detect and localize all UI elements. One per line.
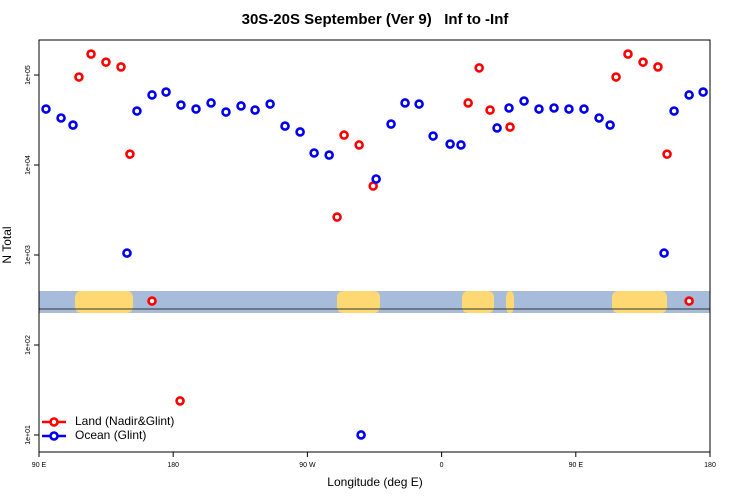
point (332, 212, 342, 222)
point (549, 103, 559, 113)
x-tick-label: 0 (440, 462, 444, 469)
point (221, 107, 231, 117)
map-land (462, 291, 494, 313)
x-tick-label: 90 E (569, 462, 584, 469)
x-axis-label: Longitude (deg E) (327, 475, 422, 489)
legend-marker (49, 417, 59, 427)
point (638, 57, 648, 67)
point (386, 119, 396, 129)
point (356, 430, 366, 440)
y-tick-label: 1e+01 (25, 425, 32, 445)
point (428, 131, 438, 141)
point (623, 49, 633, 59)
point (456, 140, 466, 150)
y-axis-label: N Total (0, 226, 14, 263)
point (463, 98, 473, 108)
point (125, 149, 135, 159)
point (191, 104, 201, 114)
point (250, 105, 260, 115)
y-tick-label: 1e+03 (25, 245, 32, 265)
y-tick-label: 1e+04 (25, 155, 32, 175)
point (309, 148, 319, 158)
point (653, 62, 663, 72)
point (445, 139, 455, 149)
point (147, 90, 157, 100)
point (414, 99, 424, 109)
x-tick-label: 180 (704, 462, 716, 469)
point (504, 103, 514, 113)
point (176, 100, 186, 110)
point (659, 248, 669, 258)
point (485, 105, 495, 115)
point (236, 101, 246, 111)
y-tick-label: 1e+05 (25, 65, 32, 85)
x-tick-label: 90 E (32, 462, 47, 469)
legend-label: Ocean (Glint) (75, 428, 146, 442)
map-land (337, 291, 380, 313)
point (101, 57, 111, 67)
map-land (612, 291, 667, 313)
point (564, 104, 574, 114)
point (132, 106, 142, 116)
point (611, 72, 621, 82)
plot-frame (38, 39, 711, 453)
point (175, 396, 185, 406)
point (474, 63, 484, 73)
point (295, 127, 305, 137)
point (605, 120, 615, 130)
point (147, 296, 157, 306)
point (669, 106, 679, 116)
point (74, 72, 84, 82)
map-land (506, 291, 514, 313)
chart-title: 30S-20S September (Ver 9) Inf to -Inf (242, 11, 510, 28)
point (519, 96, 529, 106)
point (122, 248, 132, 258)
point (594, 113, 604, 123)
point (684, 90, 694, 100)
point (505, 122, 515, 132)
point (68, 120, 78, 130)
point (371, 174, 381, 184)
point (698, 87, 708, 97)
point (662, 149, 672, 159)
point (206, 98, 216, 108)
point (534, 104, 544, 114)
y-tick-label: 1e+02 (25, 335, 32, 355)
point (492, 123, 502, 133)
legend-marker (49, 431, 59, 441)
point (56, 113, 66, 123)
point (86, 49, 96, 59)
point (280, 121, 290, 131)
map-land (75, 291, 133, 313)
x-tick-label: 180 (167, 462, 179, 469)
point (161, 87, 171, 97)
x-tick-label: 90 W (299, 462, 316, 469)
legend-label: Land (Nadir&Glint) (75, 414, 174, 428)
point (339, 130, 349, 140)
point (324, 150, 334, 160)
point (116, 62, 126, 72)
point (400, 98, 410, 108)
point (354, 140, 364, 150)
point (684, 296, 694, 306)
point (41, 104, 51, 114)
point (265, 99, 275, 109)
point (579, 104, 589, 114)
